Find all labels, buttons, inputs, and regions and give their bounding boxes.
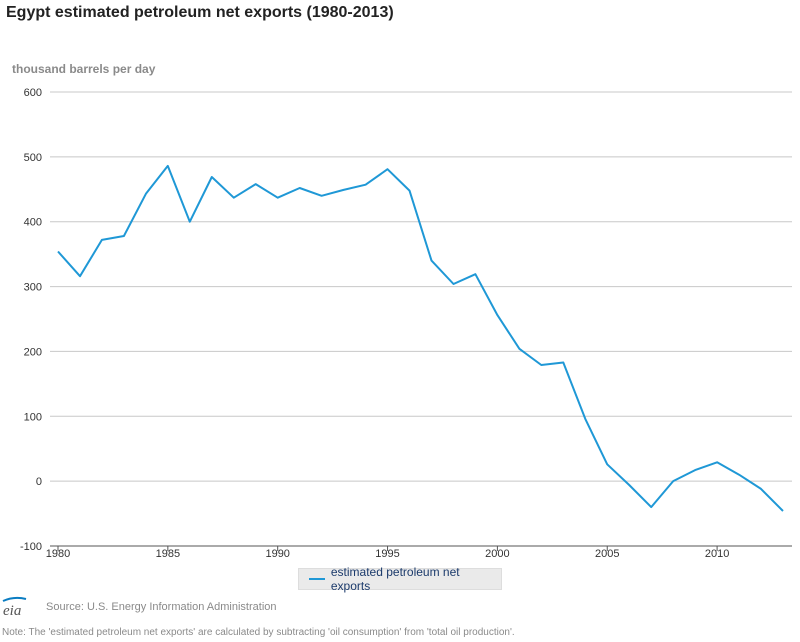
source-text: Source: U.S. Energy Information Administ… [46, 601, 277, 613]
data-point[interactable] [407, 188, 413, 194]
data-point[interactable] [604, 461, 610, 467]
data-point[interactable] [692, 467, 698, 473]
data-point[interactable] [736, 472, 742, 478]
data-point[interactable] [99, 237, 105, 243]
legend-label: estimated petroleum net exports [330, 565, 460, 593]
data-point[interactable] [560, 359, 566, 365]
data-point[interactable] [670, 478, 676, 484]
legend-swatch [309, 578, 325, 580]
data-point[interactable] [450, 281, 456, 287]
y-tick-labels: 600 500 400 300 200 100 0 -100 [20, 87, 42, 553]
series-lines [55, 163, 786, 514]
gridlines [50, 91, 792, 547]
y-tick-label: -100 [20, 541, 42, 553]
data-point[interactable] [582, 416, 588, 422]
data-point[interactable] [121, 233, 127, 239]
x-tick-label: 2005 [595, 548, 619, 560]
footnote: Note: The 'estimated petroleum net expor… [2, 627, 515, 638]
x-tick-label: 1995 [375, 548, 399, 560]
x-tick-label: 1985 [156, 548, 180, 560]
data-point[interactable] [780, 508, 786, 514]
data-point[interactable] [209, 174, 215, 180]
data-point[interactable] [472, 271, 478, 277]
y-tick-label: 100 [24, 411, 42, 423]
line-chart: 600 500 400 300 200 100 0 -100 1980 1985 1990 1995… [20, 87, 792, 560]
data-point[interactable] [187, 219, 193, 225]
data-point[interactable] [516, 346, 522, 352]
data-point[interactable] [275, 195, 281, 201]
y-tick-label: 600 [24, 87, 42, 99]
data-point[interactable] [385, 166, 391, 172]
eia-logo-icon: eia [2, 596, 27, 618]
series-line[interactable] [57, 164, 784, 512]
data-point[interactable] [341, 187, 347, 193]
legend[interactable]: estimated petroleum net exports [298, 565, 502, 593]
data-point[interactable] [297, 185, 303, 191]
y-tick-label: 400 [24, 217, 42, 229]
chart-title: Egypt estimated petroleum net exports (1… [6, 4, 394, 21]
data-point[interactable] [319, 193, 325, 199]
svg-text:eia: eia [3, 603, 21, 618]
data-point[interactable] [55, 249, 61, 255]
y-tick-label: 300 [24, 282, 42, 294]
source-row: eia Source: U.S. Energy Information Admi… [0, 596, 277, 618]
y-tick-label: 200 [24, 346, 42, 358]
x-tick-label: 2000 [485, 548, 509, 560]
y-tick-label: 0 [36, 476, 42, 488]
data-point[interactable] [648, 504, 654, 510]
x-tick-label: 1980 [46, 548, 70, 560]
data-point[interactable] [77, 273, 83, 279]
y-tick-label: 500 [24, 152, 42, 164]
x-tick-label: 1990 [265, 548, 289, 560]
data-point[interactable] [626, 482, 632, 488]
data-point[interactable] [143, 191, 149, 197]
data-point[interactable] [231, 195, 237, 201]
x-tick-labels: 1980 1985 1990 1995 2000 2005 2010 [46, 546, 729, 560]
data-point[interactable] [758, 486, 764, 492]
y-axis-label: thousand barrels per day [12, 62, 156, 76]
data-point[interactable] [714, 459, 720, 465]
data-point[interactable] [165, 163, 171, 169]
data-point[interactable] [494, 312, 500, 318]
data-point[interactable] [363, 182, 369, 188]
x-tick-label: 2010 [705, 548, 729, 560]
data-point[interactable] [538, 362, 544, 368]
data-point[interactable] [253, 181, 259, 187]
data-point[interactable] [428, 258, 434, 264]
